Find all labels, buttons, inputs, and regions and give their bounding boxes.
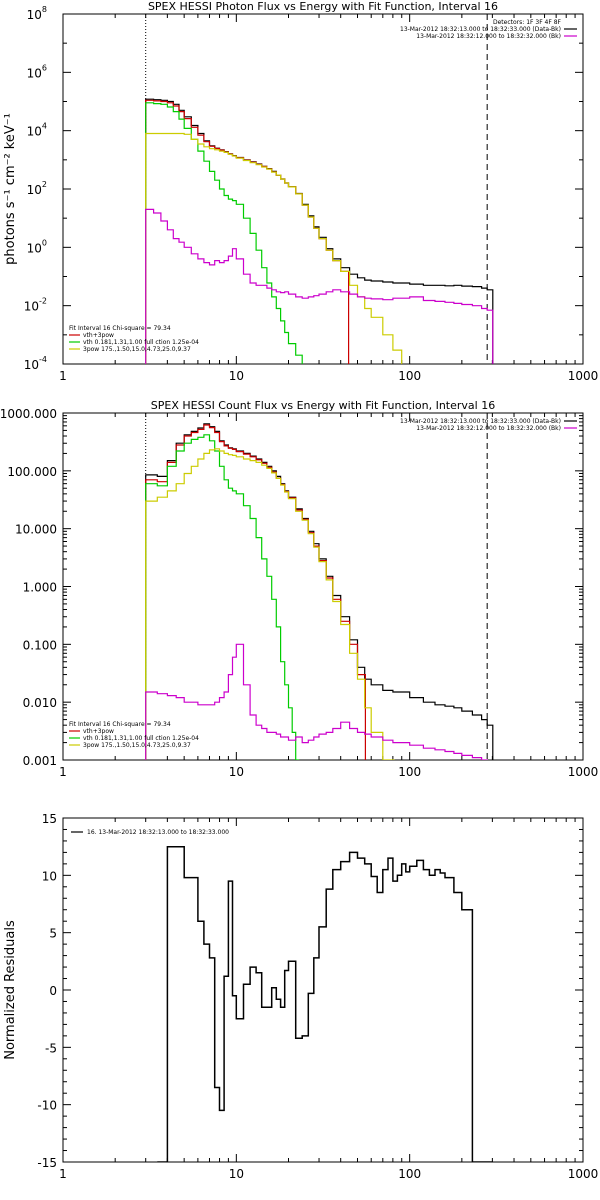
y-tick-label: 0.100 bbox=[23, 638, 57, 652]
series-line-4 bbox=[145, 208, 494, 364]
legend-text: 13-Mar-2012 18:32:12.000 to 18:32:32.000… bbox=[416, 33, 561, 40]
series-line-3 bbox=[145, 448, 395, 760]
legend-text: 3pow 175.,1.50,15.0,4.73,25.0,9.37 bbox=[83, 742, 191, 749]
legend-text: 16. 13-Mar-2012 18:32:13.000 to 18:32:33… bbox=[87, 829, 229, 836]
y-tick-label: -10 bbox=[37, 1099, 57, 1113]
y-tick-label: -5 bbox=[45, 1041, 57, 1055]
x-tick-label: 10 bbox=[229, 369, 244, 383]
series-line-4 bbox=[145, 643, 494, 760]
y-tick-label: 5 bbox=[49, 927, 57, 941]
series-line-2 bbox=[145, 102, 315, 364]
series-line-0 bbox=[157, 845, 493, 1162]
y-tick-label: 100 bbox=[27, 238, 47, 255]
chart-title: SPEX HESSI Count Flux vs Energy with Fit… bbox=[151, 399, 495, 412]
legend-text: Detectors: 1F 3F 4F 8F bbox=[493, 19, 562, 26]
x-tick-label: 1000 bbox=[568, 765, 599, 779]
y-tick-label: 0.010 bbox=[23, 696, 57, 710]
x-tick-label: 1000 bbox=[568, 369, 599, 383]
x-tick-label: 1 bbox=[59, 765, 67, 779]
residuals-panel: 1 10 100 1000 -15 -10 -5 0 5 10 15 Normalized Resid… bbox=[3, 812, 598, 1181]
series-line-1 bbox=[145, 99, 350, 364]
series-line-1 bbox=[145, 424, 366, 760]
series-line-2 bbox=[145, 434, 300, 760]
plot-frame bbox=[62, 817, 584, 1163]
x-tick-label: 1000 bbox=[568, 1167, 599, 1181]
y-tick-label: -15 bbox=[37, 1156, 57, 1170]
x-tick-label: 10 bbox=[229, 1167, 244, 1181]
x-tick-label: 1 bbox=[59, 369, 67, 383]
series-line-3 bbox=[145, 132, 412, 364]
fit-legend-header: Fit Interval 16 Chi-square = 79.34 bbox=[69, 721, 171, 728]
chart-title: SPEX HESSI Photon Flux vs Energy with Fi… bbox=[148, 0, 498, 13]
x-tick-label: 10 bbox=[229, 765, 244, 779]
y-tick-label: 15 bbox=[42, 812, 57, 826]
y-axis-label: Normalized Residuals bbox=[3, 920, 18, 1060]
x-tick-label: 100 bbox=[398, 369, 421, 383]
legend-text: vth+3pow bbox=[83, 332, 114, 339]
x-tick-label: 100 bbox=[398, 1167, 421, 1181]
y-tick-label: 10.000 bbox=[15, 523, 57, 537]
plot-frame bbox=[62, 412, 584, 761]
plot-frame bbox=[62, 13, 584, 365]
legend-text: vth 0.181,1.31,1.00 full ction 1.25e-04 bbox=[83, 735, 199, 742]
legend-text: vth+3pow bbox=[83, 728, 114, 735]
x-tick-label: 1 bbox=[59, 1167, 67, 1181]
y-tick-label: 10 bbox=[42, 869, 57, 883]
legend-text: 13-Mar-2012 18:32:12.000 to 18:32:32.000… bbox=[416, 425, 561, 432]
y-axis-label: photons s⁻¹ cm⁻² keV⁻¹ bbox=[3, 113, 18, 265]
photon-flux-panel: SPEX HESSI Photon Flux vs Energy with Fi… bbox=[3, 0, 599, 383]
legend-text: vth 0.181,1.31,1.00 full ction 1.25e-04 bbox=[83, 339, 199, 346]
count-flux-panel: SPEX HESSI Count Flux vs Energy with Fit… bbox=[0, 399, 598, 779]
legend-text: 13-Mar-2012 18:32:13.000 to 18:32:33.000… bbox=[400, 418, 561, 425]
y-tick-label: 102 bbox=[27, 180, 47, 197]
fit-legend-header: Fit Interval 16 Chi-square = 79.34 bbox=[69, 325, 171, 332]
x-tick-label: 100 bbox=[398, 765, 421, 779]
legend-text: 3pow 175.,1.50,15.0,4.73,25.0,9.37 bbox=[83, 346, 191, 353]
y-tick-label: 106 bbox=[27, 63, 47, 80]
y-tick-label: 1000.000 bbox=[0, 407, 57, 421]
legend-text: 13-Mar-2012 18:32:13.000 to 18:32:33.000… bbox=[400, 26, 561, 33]
y-tick-label: 108 bbox=[27, 5, 47, 22]
y-tick-label: 104 bbox=[27, 122, 47, 139]
y-tick-label: 0.001 bbox=[23, 754, 57, 768]
y-tick-label: 10-2 bbox=[24, 297, 47, 314]
y-tick-label: 1.000 bbox=[23, 581, 57, 595]
y-tick-label: 10-4 bbox=[24, 355, 47, 372]
y-tick-label: 100.000 bbox=[7, 465, 57, 479]
y-tick-label: 0 bbox=[49, 984, 57, 998]
series-line-0 bbox=[145, 423, 494, 760]
